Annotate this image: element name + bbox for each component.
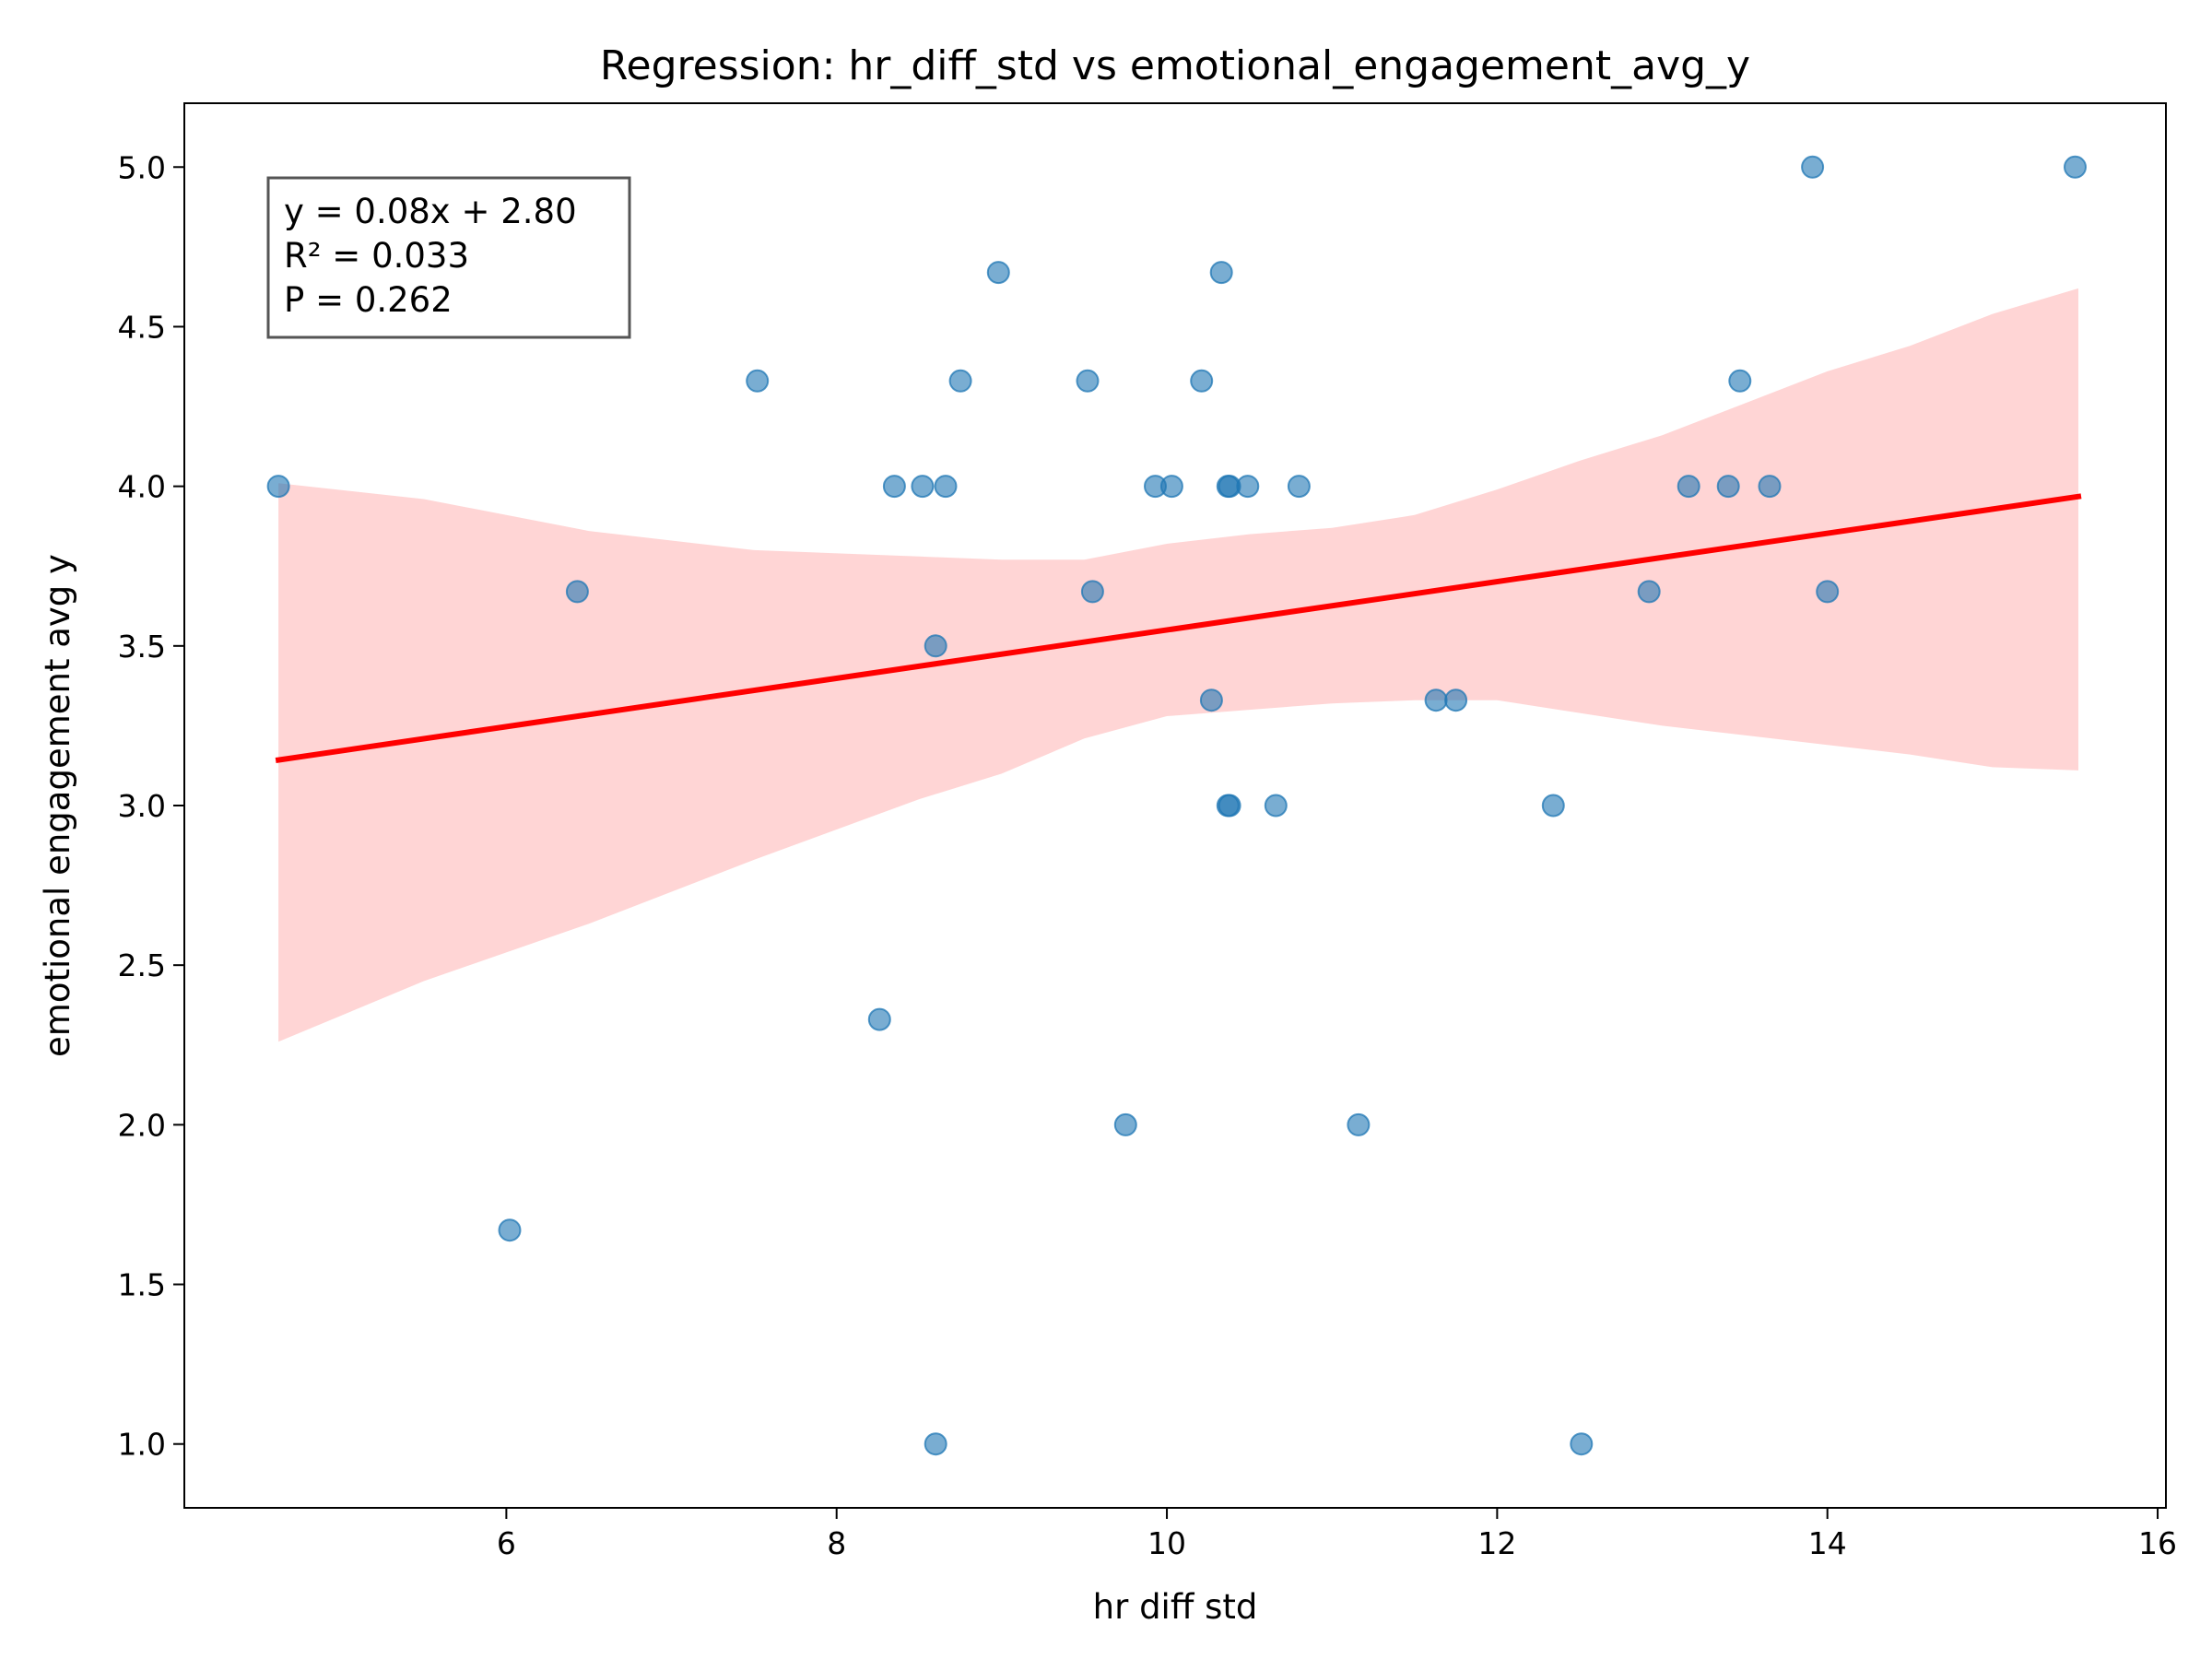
data-point: [747, 371, 768, 392]
x-tick-label: 6: [497, 1525, 516, 1561]
data-point: [1161, 476, 1182, 497]
data-point: [925, 635, 947, 656]
data-point: [1219, 795, 1241, 817]
data-point: [567, 581, 588, 602]
data-point: [1571, 1433, 1592, 1454]
data-point: [1817, 581, 1838, 602]
data-point: [1082, 581, 1103, 602]
data-point: [1191, 371, 1212, 392]
data-point: [1115, 1114, 1136, 1135]
regression-annotation: y = 0.08x + 2.80 R² = 0.033 P = 0.262: [268, 178, 629, 337]
data-point: [2065, 157, 2086, 178]
data-point: [935, 476, 957, 497]
data-point: [1639, 581, 1660, 602]
data-point: [500, 1219, 521, 1241]
data-point: [1445, 689, 1466, 711]
y-tick-label: 1.0: [118, 1427, 166, 1463]
data-point: [912, 476, 933, 497]
data-point: [1288, 476, 1310, 497]
x-tick-label: 16: [2138, 1525, 2177, 1561]
data-point: [1802, 157, 1823, 178]
x-tick-label: 12: [1477, 1525, 1516, 1561]
data-point: [869, 1009, 890, 1030]
data-point: [1077, 371, 1099, 392]
data-point: [1237, 476, 1258, 497]
data-point: [925, 1433, 947, 1454]
y-tick-label: 2.0: [118, 1107, 166, 1143]
annotation-p-value: P = 0.262: [284, 280, 453, 320]
chart-title: Regression: hr_diff_std vs emotional_eng…: [600, 42, 1750, 89]
y-axis-label: emotional engagement avg y: [38, 554, 77, 1057]
x-tick-label: 8: [827, 1525, 846, 1561]
y-tick-label: 5.0: [118, 149, 166, 185]
data-point: [1426, 689, 1447, 711]
data-point: [884, 476, 905, 497]
y-tick-label: 2.5: [118, 947, 166, 983]
data-point: [1201, 689, 1222, 711]
annotation-equation: y = 0.08x + 2.80: [284, 192, 577, 231]
annotation-r-squared: R² = 0.033: [284, 236, 469, 276]
y-tick-label: 4.0: [118, 469, 166, 505]
data-point: [1543, 795, 1564, 817]
data-point: [988, 262, 1009, 283]
x-tick-label: 14: [1808, 1525, 1847, 1561]
data-point: [1718, 476, 1739, 497]
x-tick-label: 10: [1147, 1525, 1186, 1561]
y-tick-label: 3.5: [118, 629, 166, 665]
data-point: [1678, 476, 1700, 497]
y-tick-label: 4.5: [118, 309, 166, 345]
data-point: [268, 476, 289, 497]
y-tick-label: 3.0: [118, 788, 166, 824]
data-point: [1265, 795, 1287, 817]
data-point: [1211, 262, 1232, 283]
data-point: [1347, 1114, 1369, 1135]
data-point: [950, 371, 971, 392]
data-point: [1759, 476, 1781, 497]
x-axis-label: hr diff std: [1093, 1587, 1258, 1627]
data-point: [1729, 371, 1750, 392]
y-tick-label: 1.5: [118, 1267, 166, 1303]
